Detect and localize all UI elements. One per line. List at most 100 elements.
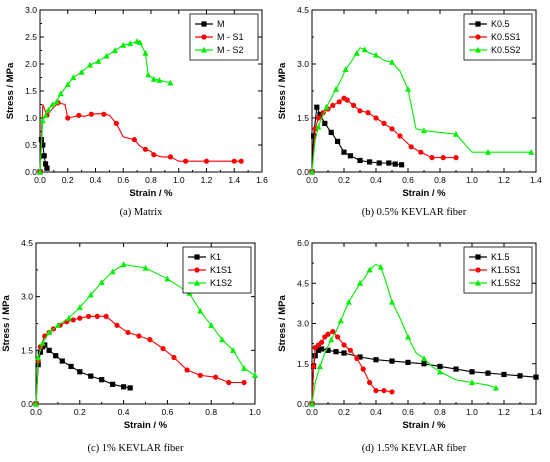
y-tick-label: 4.5 <box>21 238 33 248</box>
data-point <box>440 155 446 161</box>
data-point <box>325 331 331 337</box>
data-point <box>78 68 85 75</box>
x-tick-label: 0.0 <box>306 407 318 417</box>
data-point <box>317 363 323 370</box>
data-point <box>376 160 382 166</box>
data-point <box>317 111 323 117</box>
data-point <box>77 315 83 321</box>
data-point <box>373 357 379 363</box>
legend-label: K1.5S2 <box>491 278 521 288</box>
data-point <box>197 307 204 314</box>
series-circle <box>37 100 244 175</box>
data-point <box>333 349 339 355</box>
data-point <box>110 381 116 387</box>
y-tick-label: 0.0 <box>21 399 33 409</box>
data-point <box>156 77 163 83</box>
legend-marker <box>475 254 481 260</box>
x-tick-label: 0.4 <box>90 175 102 185</box>
y-tick-label: 1.5 <box>297 113 309 123</box>
data-point <box>333 86 339 92</box>
data-point <box>160 345 166 352</box>
data-point <box>373 51 379 58</box>
x-tick-label: 1.2 <box>498 175 510 185</box>
data-point <box>142 50 149 56</box>
data-point <box>437 368 443 375</box>
data-point <box>109 268 116 275</box>
data-point <box>367 159 373 165</box>
y-tick-label: 1.5 <box>21 345 33 355</box>
legend-marker <box>201 21 207 27</box>
data-point <box>86 61 93 68</box>
legend-label: K1 <box>210 252 221 262</box>
data-point <box>405 86 411 92</box>
data-point <box>150 75 157 82</box>
data-point <box>315 347 321 353</box>
x-tick-label: 0.0 <box>34 175 46 185</box>
data-point <box>373 115 379 121</box>
data-point <box>386 160 392 166</box>
legend-label: M <box>217 19 225 29</box>
data-point <box>88 373 94 379</box>
x-tick-label: 1.6 <box>256 175 268 185</box>
data-point <box>341 149 347 155</box>
data-point <box>357 354 363 360</box>
data-point <box>367 379 373 386</box>
legend-marker <box>475 46 481 53</box>
y-tick-label: 3.0 <box>297 319 309 329</box>
data-point <box>328 129 334 135</box>
data-point <box>319 346 325 352</box>
data-point <box>469 379 475 386</box>
x-tick-label: 1.4 <box>530 175 542 185</box>
x-tick-label: 0.2 <box>74 407 86 417</box>
x-tick-label: 1.2 <box>201 175 213 185</box>
legend-label: K1S2 <box>210 278 232 288</box>
data-point <box>39 339 46 346</box>
y-tick-label: 1.5 <box>297 359 309 369</box>
y-tick-label: 4.5 <box>297 278 309 288</box>
data-point <box>347 153 353 159</box>
data-point <box>335 334 341 340</box>
data-point <box>309 168 315 175</box>
data-point <box>399 162 405 168</box>
data-point <box>341 342 347 348</box>
series-square <box>309 104 405 175</box>
data-point <box>347 347 353 353</box>
data-point <box>429 155 435 161</box>
x-axis-title: Strain / % <box>124 420 168 431</box>
legend-marker <box>194 254 200 260</box>
data-point <box>373 387 379 394</box>
data-point <box>341 350 347 356</box>
data-point <box>203 158 210 164</box>
data-point <box>314 104 320 110</box>
data-point <box>315 115 321 121</box>
data-point <box>103 52 110 59</box>
series-triangle <box>309 46 535 175</box>
data-point <box>335 138 341 144</box>
data-point <box>98 279 105 285</box>
data-point <box>183 158 189 164</box>
x-tick-label: 1.4 <box>228 175 240 185</box>
legend-label: K1.5S1 <box>491 265 521 275</box>
y-tick-label: 0.0 <box>297 167 309 177</box>
data-point <box>145 71 152 78</box>
series-triangle <box>309 263 499 407</box>
data-point <box>212 374 219 380</box>
data-point <box>131 137 137 143</box>
data-point <box>167 79 174 86</box>
data-point <box>113 120 119 126</box>
data-point <box>167 154 174 160</box>
data-point <box>171 354 177 361</box>
x-axis-title: Strain / % <box>402 420 446 431</box>
data-point <box>114 322 120 328</box>
data-point <box>408 144 414 150</box>
data-point <box>453 155 459 161</box>
data-point <box>322 120 328 126</box>
data-point <box>35 354 42 361</box>
series-line <box>35 315 244 405</box>
data-point <box>330 328 336 335</box>
data-point <box>76 304 83 310</box>
data-point <box>357 157 363 164</box>
data-point <box>39 117 46 124</box>
data-point <box>389 358 395 364</box>
data-point <box>238 158 244 164</box>
